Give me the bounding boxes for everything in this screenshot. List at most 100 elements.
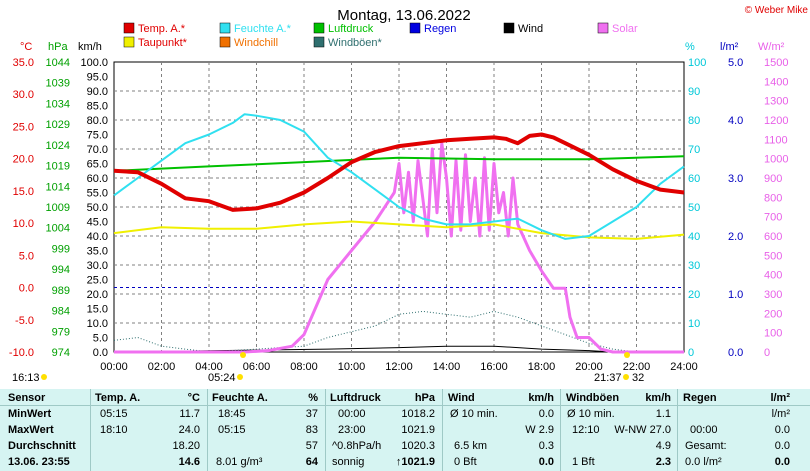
legend-swatch (503, 22, 515, 34)
series-line (113, 310, 684, 353)
max-gust-value: W-NW 27.0 (614, 424, 671, 436)
sunset-marker (624, 352, 630, 358)
min-press-time: 00:00 (338, 408, 366, 420)
x-tick-label: 16:00 (480, 361, 508, 373)
sun-icon (41, 374, 47, 380)
min-temp-time: 05:15 (100, 408, 128, 420)
x-tick-label: 00:00 (100, 361, 128, 373)
x-tick-label: 06:00 (243, 361, 271, 373)
legend-label: Regen (424, 23, 456, 35)
col-divider (442, 389, 443, 471)
col-divider (325, 389, 326, 471)
max-hum-value: 83 (305, 424, 318, 436)
wind-axis-tick: 80.0 (87, 115, 108, 127)
max-hum-time: 05:15 (218, 424, 246, 436)
min-gust-label: Ø 10 min. (567, 408, 615, 420)
summary-table (0, 389, 810, 471)
legend-swatch (123, 36, 135, 48)
avg-gust-value: 4.9 (655, 440, 671, 452)
wind-axis-tick: 90.0 (87, 86, 108, 98)
solar-axis-tick: 1100 (764, 134, 788, 146)
current-press-value: ↑1021.9 (395, 456, 435, 468)
sunrise-label: 05:24 (208, 372, 236, 384)
current-temp-value: 14.6 (178, 456, 200, 468)
sunrise-icon (237, 374, 243, 380)
solar-axis-label: W/m² (758, 41, 785, 53)
pressure-axis-tick: 1009 (46, 202, 70, 214)
rain-axis-tick: 1.0 (728, 289, 743, 301)
wind-axis-tick: 75.0 (87, 130, 108, 142)
wind-axis-tick: 70.0 (87, 144, 108, 156)
series-line (113, 220, 685, 240)
pressure-axis-tick: 989 (52, 285, 70, 297)
min-press-value: 1018.2 (401, 408, 435, 420)
max-press-time: 23:00 (338, 424, 366, 436)
max-temp-value: 24.0 (178, 424, 200, 436)
min-temp-value: 11.7 (179, 408, 200, 420)
rain-axis-tick: 5.0 (728, 57, 743, 69)
series-line (114, 141, 684, 354)
wind-axis-tick: 50.0 (87, 202, 108, 214)
solar-axis-tick: 500 (764, 250, 782, 262)
wind-axis-tick: 25.0 (87, 275, 108, 287)
humidity-axis-tick: 100 (688, 57, 706, 69)
wind-axis-tick: 55.0 (87, 188, 108, 200)
pressure-axis-tick: 1029 (46, 119, 70, 131)
wind-axis-tick: 95.0 (87, 72, 108, 84)
temp-axis-tick: 35.0 (13, 57, 34, 69)
pressure-axis-tick: 984 (52, 306, 70, 318)
current-hum-value: 64 (305, 456, 318, 468)
left-time-label: 16:13 (12, 372, 40, 384)
header-gust-unit: km/h (645, 392, 671, 404)
solar-axis-tick: 100 (764, 328, 782, 340)
humidity-axis-tick: 70 (688, 144, 700, 156)
temp-axis-tick: 0.0 (19, 283, 34, 295)
x-tick-label: 22:00 (623, 361, 651, 373)
avg-press-trend: ^0.8hPa/h (332, 440, 382, 452)
humidity-axis-tick: 60 (688, 173, 700, 185)
pressure-axis-tick: 979 (52, 326, 70, 338)
series-line (113, 155, 685, 172)
wind-axis-tick: 10.0 (87, 318, 108, 330)
min-wind-value: 0.0 (538, 408, 554, 420)
header-pressure-unit: hPa (414, 392, 435, 404)
x-tick-label: 24:00 (670, 361, 698, 373)
header-gust: Windböen (566, 392, 620, 404)
col-divider (207, 389, 208, 471)
temp-axis-tick: 25.0 (13, 121, 34, 133)
legend-swatch (597, 22, 609, 34)
legend-label: Feuchte A.* (234, 23, 292, 35)
avg-press-value: 1020.3 (401, 440, 435, 452)
temp-axis-tick: 20.0 (13, 154, 34, 166)
temp-axis-tick: 30.0 (13, 89, 34, 101)
legend-label: Luftdruck (328, 23, 374, 35)
legend-label: Windchill (234, 37, 278, 49)
total-rain-label: Gesamt: (685, 440, 727, 452)
rain-axis-tick: 0.0 (728, 347, 743, 359)
sunrise-marker (240, 352, 246, 358)
header-sensor: Sensor (8, 392, 46, 404)
humidity-axis-tick: 90 (688, 86, 700, 98)
wind-axis-tick: 100.0 (80, 57, 108, 69)
table-header-divider (0, 405, 810, 406)
humidity-axis-tick: 50 (688, 202, 700, 214)
solar-axis-tick: 0 (764, 347, 770, 359)
avg-wind-distance: 6.5 km (454, 440, 488, 452)
col-divider (560, 389, 561, 471)
wind-axis-tick: 60.0 (87, 173, 108, 185)
avg-hum-value: 57 (305, 440, 318, 452)
rain-axis-tick: 2.0 (728, 231, 743, 243)
wind-axis-tick: 85.0 (87, 101, 108, 113)
wind-axis-tick: 0.0 (93, 347, 108, 359)
temp-axis-tick: -5.0 (15, 315, 34, 327)
pressure-axis-tick: 1039 (46, 78, 70, 90)
legend-label: Wind (518, 23, 543, 35)
solar-axis-tick: 1400 (764, 76, 788, 88)
total-rain-value: 0.0 (774, 440, 790, 452)
header-humidity: Feuchte A. (212, 392, 268, 404)
pressure-axis-tick: 994 (52, 264, 70, 276)
wind-axis-tick: 45.0 (87, 217, 108, 229)
temp-axis-tick: 10.0 (13, 218, 34, 230)
col-divider (90, 389, 91, 471)
solar-axis-tick: 400 (764, 270, 782, 282)
